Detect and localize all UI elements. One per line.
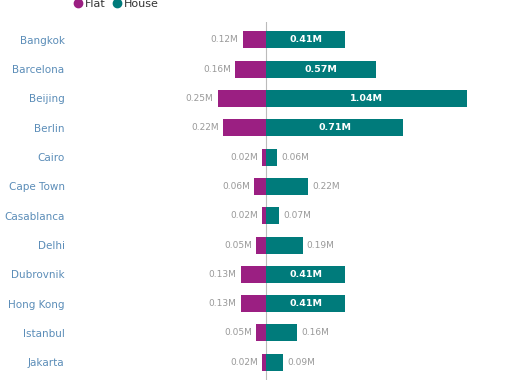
Text: 0.05M: 0.05M — [224, 328, 252, 338]
Bar — [262, 149, 266, 166]
Text: 0.41M: 0.41M — [289, 299, 322, 308]
Bar — [266, 295, 345, 312]
Text: 0.07M: 0.07M — [284, 211, 311, 220]
Text: 0.06M: 0.06M — [222, 182, 250, 191]
Bar — [266, 207, 280, 224]
Bar — [266, 354, 283, 371]
Bar — [266, 266, 345, 283]
Bar — [256, 237, 266, 253]
Text: 0.13M: 0.13M — [209, 270, 237, 279]
Bar — [266, 324, 297, 341]
Text: 0.22M: 0.22M — [191, 123, 219, 132]
Bar — [266, 61, 376, 78]
Bar — [243, 31, 266, 48]
Text: 0.09M: 0.09M — [287, 358, 315, 367]
Text: 0.22M: 0.22M — [312, 182, 340, 191]
Legend: Flat, House: Flat, House — [76, 0, 159, 9]
Text: 0.16M: 0.16M — [203, 65, 231, 74]
Bar — [262, 354, 266, 371]
Bar — [256, 324, 266, 341]
Text: 0.41M: 0.41M — [289, 270, 322, 279]
Text: 0.19M: 0.19M — [307, 240, 335, 250]
Bar — [235, 61, 266, 78]
Bar — [266, 149, 278, 166]
Bar — [266, 119, 403, 136]
Text: 0.02M: 0.02M — [230, 152, 258, 162]
Text: 0.02M: 0.02M — [230, 211, 258, 220]
Text: 0.25M: 0.25M — [186, 94, 214, 103]
Bar — [266, 237, 303, 253]
Bar — [266, 90, 467, 107]
Text: 0.71M: 0.71M — [318, 123, 351, 132]
Bar — [241, 295, 266, 312]
Bar — [266, 178, 308, 195]
Bar — [218, 90, 266, 107]
Bar — [262, 207, 266, 224]
Text: 0.13M: 0.13M — [209, 299, 237, 308]
Text: 0.12M: 0.12M — [211, 35, 239, 44]
Text: 0.02M: 0.02M — [230, 358, 258, 367]
Bar — [254, 178, 266, 195]
Text: 0.16M: 0.16M — [301, 328, 329, 338]
Text: 0.41M: 0.41M — [289, 35, 322, 44]
Bar — [266, 31, 345, 48]
Bar — [223, 119, 266, 136]
Text: 0.05M: 0.05M — [224, 240, 252, 250]
Text: 1.04M: 1.04M — [350, 94, 383, 103]
Bar — [241, 266, 266, 283]
Text: 0.06M: 0.06M — [282, 152, 309, 162]
Text: 0.57M: 0.57M — [305, 65, 337, 74]
